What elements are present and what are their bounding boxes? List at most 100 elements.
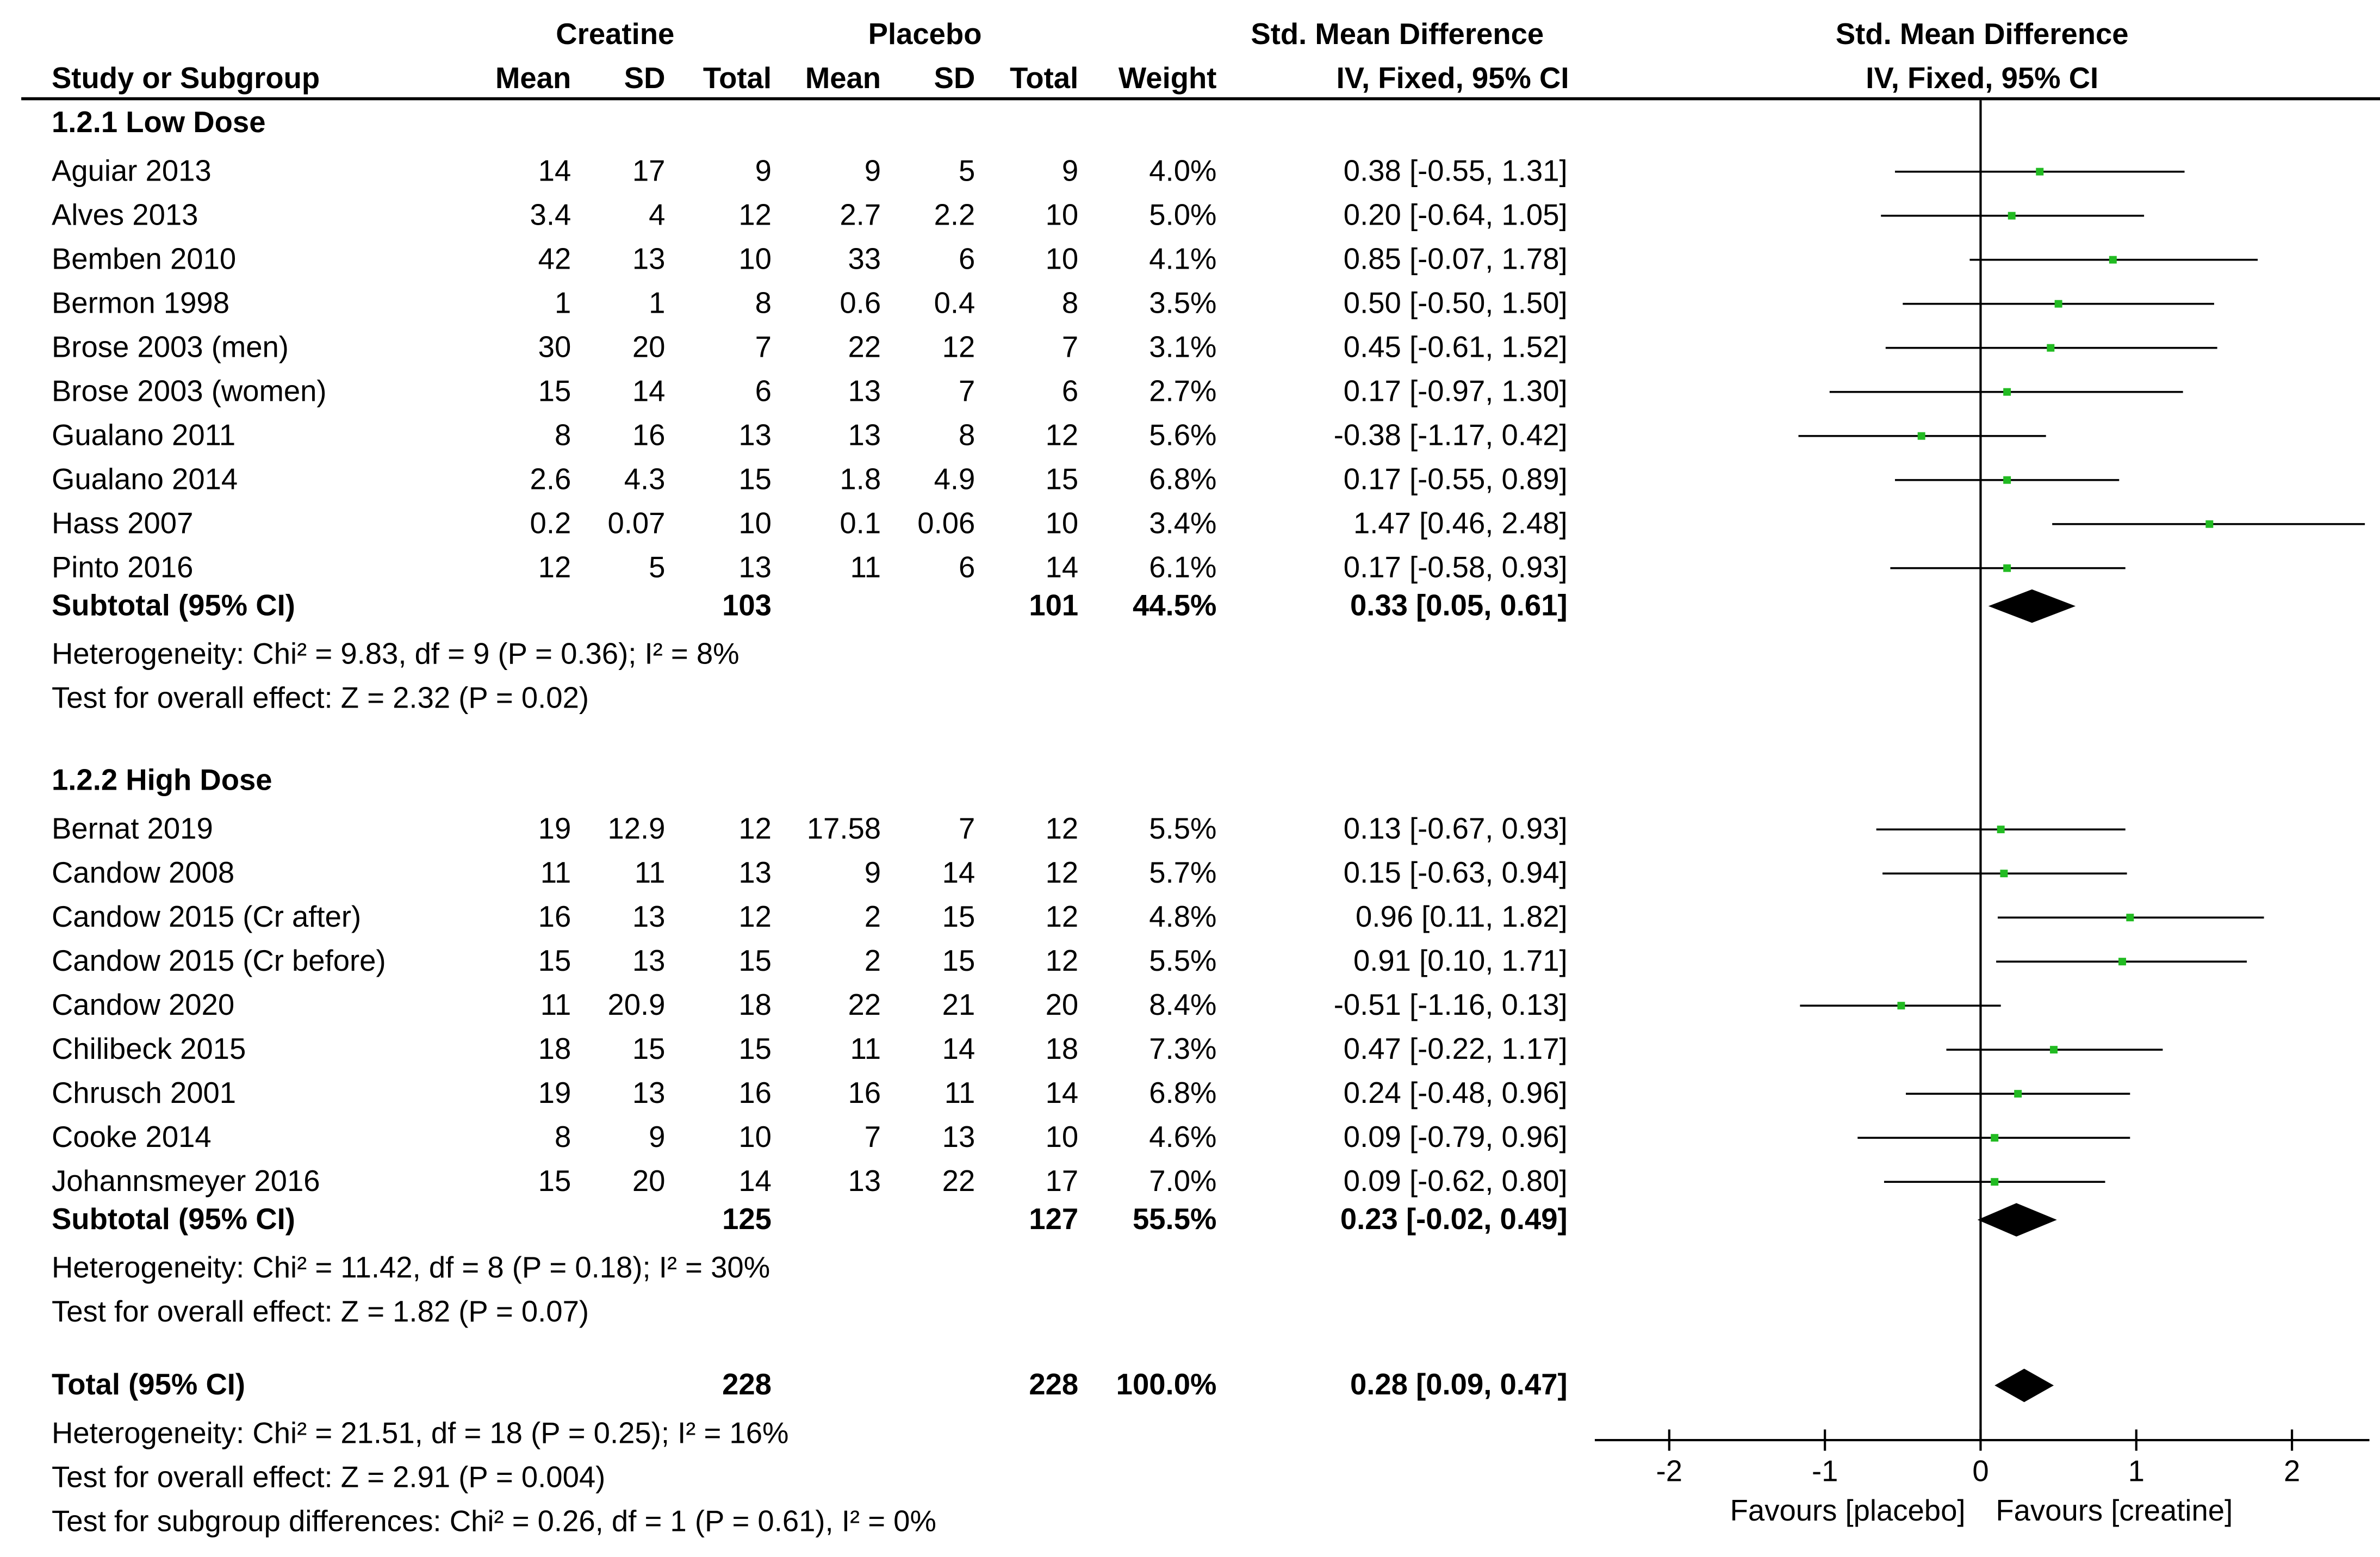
- subgroup-title: 1.2.2 High Dose: [51, 764, 272, 798]
- subtotal-ci: 0.33 [0.05, 0.61]: [1350, 589, 1568, 623]
- study-mean-creatine: 8: [554, 1121, 571, 1155]
- study-total-placebo: 9: [1061, 154, 1079, 189]
- header-plot-title: Std. Mean Difference: [1835, 18, 2129, 52]
- study-weight: 6.8%: [1149, 1077, 1217, 1111]
- study-total-placebo: 20: [1045, 989, 1079, 1022]
- study-name: Bemben 2010: [51, 243, 237, 277]
- col-sd-placebo: SD: [934, 62, 975, 96]
- pooled-estimate-diamond: [1977, 1203, 2057, 1237]
- study-total-placebo: 10: [1045, 507, 1079, 541]
- study-total-placebo: 12: [1045, 857, 1079, 890]
- study-total-placebo: 10: [1045, 1121, 1079, 1155]
- study-sd-creatine: 15: [632, 1033, 666, 1066]
- study-total-creatine: 13: [738, 419, 772, 453]
- heterogeneity-text: Heterogeneity: Chi² = 9.83, df = 9 (P = …: [51, 638, 740, 672]
- study-point-estimate: [1897, 1002, 1905, 1010]
- study-sd-creatine: 11: [634, 857, 666, 890]
- study-name: Brose 2003 (men): [51, 331, 289, 365]
- study-sd-placebo: 15: [942, 945, 975, 978]
- study-sd-placebo: 0.06: [917, 507, 975, 541]
- study-sd-placebo: 6: [958, 243, 975, 277]
- study-total-creatine: 7: [755, 331, 772, 365]
- study-sd-creatine: 13: [632, 945, 666, 978]
- study-name: Alves 2013: [51, 198, 198, 233]
- study-mean-creatine: 2.6: [530, 463, 571, 497]
- study-total-placebo: 7: [1061, 331, 1079, 365]
- study-total-creatine: 16: [738, 1077, 772, 1111]
- study-mean-creatine: 15: [538, 375, 571, 409]
- favours-creatine-label: Favours [creatine]: [1996, 1494, 2233, 1527]
- study-weight: 5.7%: [1149, 857, 1217, 890]
- study-total-placebo: 6: [1061, 375, 1079, 409]
- study-sd-placebo: 2.2: [934, 198, 975, 233]
- study-weight: 4.0%: [1149, 154, 1217, 189]
- study-name: Gualano 2011: [51, 419, 236, 453]
- study-total-creatine: 12: [738, 901, 772, 934]
- study-mean-creatine: 11: [540, 989, 571, 1022]
- study-sd-placebo: 12: [942, 331, 975, 365]
- study-sd-creatine: 17: [632, 154, 666, 189]
- study-name: Bermon 1998: [51, 287, 230, 321]
- study-total-creatine: 15: [738, 945, 772, 978]
- subtotal-ci: 0.23 [-0.02, 0.49]: [1340, 1203, 1568, 1237]
- study-weight: 3.4%: [1149, 507, 1217, 541]
- subtotal-total-creatine: 103: [722, 589, 772, 623]
- study-ci: 0.47 [-0.22, 1.17]: [1343, 1033, 1568, 1066]
- study-mean-placebo: 7: [864, 1121, 881, 1155]
- study-name: Chilibeck 2015: [51, 1033, 246, 1066]
- study-sd-placebo: 21: [942, 989, 975, 1022]
- study-name: Gualano 2014: [51, 463, 238, 497]
- study-point-estimate: [2205, 520, 2214, 528]
- study-sd-creatine: 12.9: [607, 812, 666, 846]
- total-creatine: 228: [722, 1368, 772, 1403]
- study-ci: 0.85 [-0.07, 1.78]: [1343, 243, 1568, 277]
- header-plot-method: IV, Fixed, 95% CI: [1866, 62, 2099, 96]
- study-mean-creatine: 30: [538, 331, 571, 365]
- study-point-estimate: [2003, 388, 2011, 396]
- total-ci: 0.28 [0.09, 0.47]: [1350, 1368, 1568, 1403]
- study-point-estimate: [2000, 870, 2008, 878]
- study-mean-creatine: 0.2: [530, 507, 571, 541]
- study-point-estimate: [2036, 168, 2044, 176]
- study-sd-placebo: 13: [942, 1121, 975, 1155]
- study-name: Candow 2015 (Cr after): [51, 901, 362, 934]
- heterogeneity-text: Heterogeneity: Chi² = 11.42, df = 8 (P =…: [51, 1251, 770, 1286]
- col-mean-placebo: Mean: [805, 62, 881, 96]
- study-mean-placebo: 17.58: [806, 812, 881, 846]
- study-total-creatine: 10: [738, 1121, 772, 1155]
- subtotal-label: Subtotal (95% CI): [51, 589, 295, 623]
- study-ci: 0.96 [0.11, 1.82]: [1356, 901, 1568, 934]
- study-total-placebo: 12: [1045, 812, 1079, 846]
- study-name: Candow 2008: [51, 857, 235, 890]
- total-label: Total (95% CI): [51, 1368, 246, 1403]
- study-mean-placebo: 9: [864, 154, 881, 189]
- study-sd-placebo: 6: [958, 551, 975, 585]
- study-ci: 1.47 [0.46, 2.48]: [1353, 507, 1568, 541]
- study-point-estimate: [2118, 958, 2126, 966]
- pooled-estimate-diamond: [1994, 1368, 2054, 1403]
- favours-placebo-label: Favours [placebo]: [1730, 1494, 1966, 1527]
- col-weight: Weight: [1118, 62, 1217, 96]
- study-point-estimate: [1997, 826, 2005, 834]
- study-sd-creatine: 20.9: [607, 989, 666, 1022]
- study-mean-creatine: 8: [554, 419, 571, 453]
- study-weight: 4.6%: [1149, 1121, 1217, 1155]
- study-ci: 0.50 [-0.50, 1.50]: [1343, 287, 1568, 321]
- study-sd-placebo: 14: [942, 857, 975, 890]
- study-ci: 0.17 [-0.58, 0.93]: [1343, 551, 1568, 585]
- study-total-creatine: 10: [738, 243, 772, 277]
- study-mean-placebo: 2.7: [840, 198, 881, 233]
- header-group-placebo: Placebo: [868, 18, 982, 52]
- study-mean-placebo: 2: [864, 901, 881, 934]
- study-sd-creatine: 13: [632, 243, 666, 277]
- study-point-estimate: [1991, 1134, 1999, 1142]
- subgroup-differences-text: Test for subgroup differences: Chi² = 0.…: [51, 1505, 936, 1539]
- study-mean-placebo: 13: [848, 1165, 881, 1199]
- study-point-estimate: [2003, 476, 2011, 484]
- study-sd-creatine: 5: [649, 551, 666, 585]
- study-mean-placebo: 13: [848, 375, 881, 409]
- study-sd-placebo: 14: [942, 1033, 975, 1066]
- subtotal-weight: 55.5%: [1132, 1203, 1217, 1237]
- x-tick-label: 2: [2284, 1454, 2300, 1487]
